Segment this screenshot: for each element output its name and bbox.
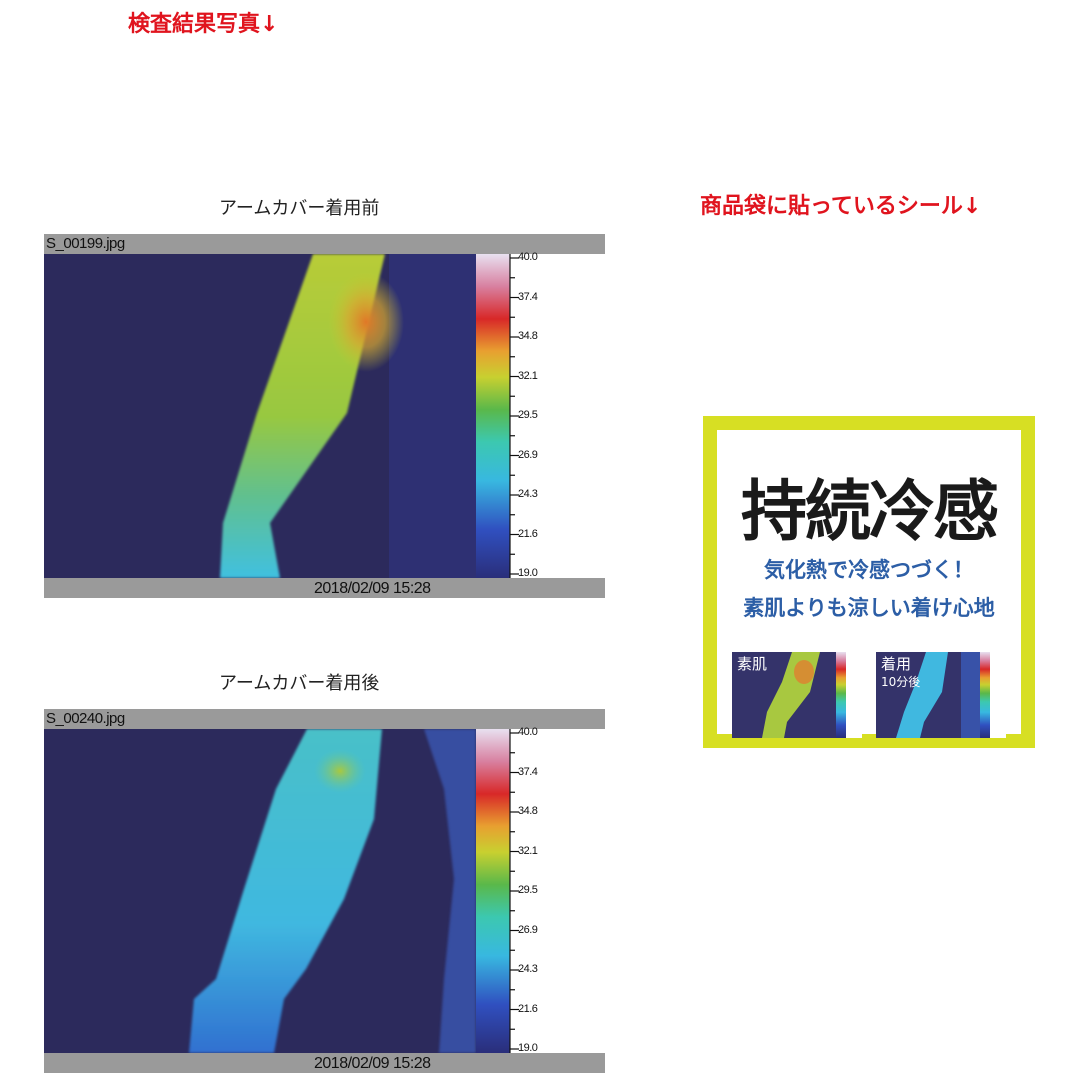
cool-surface: [389, 254, 476, 578]
thumb-label-sub: 10分後: [881, 675, 921, 689]
timestamp: 2018/02/09 15:28: [314, 1055, 431, 1072]
thermal-image: 40.0 37.4 34.8 32.1 29.5 26.9 24.3 21.6 19.0: [44, 251, 605, 579]
scale-tick-label: 40.0: [518, 251, 538, 263]
scale-tick-label: 19.0: [518, 567, 538, 579]
thermal-image-graphic: [44, 729, 519, 1053]
scale-tick-label: 37.4: [518, 290, 538, 303]
scale-tick-label: 32.1: [518, 369, 538, 382]
scale-tick-label: 29.5: [518, 884, 538, 896]
scale-tick-label: 19.0: [518, 1042, 538, 1054]
scale-tick-label: 40.0: [518, 726, 538, 738]
scale-tick-label: 34.8: [518, 805, 538, 817]
scale-tick-label: 24.3: [518, 488, 538, 500]
scale-tick-label: 24.3: [518, 963, 538, 975]
scale-tick-label: 29.5: [518, 409, 538, 421]
product-sticker: 持続冷感 気化熱で冷感つづく！ 素肌よりも涼しい着け心地 素肌 着用 10分後: [703, 416, 1035, 748]
scale-tick-label: 21.6: [518, 1002, 538, 1015]
timestamp-bar: 2018/02/09 15:28: [44, 1053, 605, 1073]
filename-bar: S_00240.jpg: [44, 709, 605, 729]
thermal-panel-before: S_00199.jpg 40.0 37.4 34.8 32.1 29.5 26.9 24.3…: [44, 234, 605, 598]
filename: S_00199.jpg: [46, 235, 125, 252]
thumbnail-after-wear: 着用 10分後: [876, 652, 1006, 738]
hot-spot: [328, 272, 404, 372]
filename: S_00240.jpg: [46, 710, 125, 727]
scale-tick-label: 37.4: [518, 765, 538, 778]
scale-tick-label: 21.6: [518, 527, 538, 540]
scale-tick-label: 26.9: [518, 923, 538, 936]
thermal-image-graphic: [44, 254, 519, 578]
thumbnail-bare-skin: 素肌: [732, 652, 862, 738]
panel-caption-before: アームカバー着用前: [219, 198, 380, 219]
sticker-heading: 商品袋に貼っているシール↓: [700, 194, 982, 219]
sticker-line-1: 気化熱で冷感つづく！: [764, 558, 974, 582]
thumb-label: 素肌: [737, 655, 768, 673]
results-heading: 検査結果写真↓: [128, 12, 279, 37]
scale-tick-label: 32.1: [518, 844, 538, 857]
body-shape: [424, 729, 476, 1053]
scale-tick-label: 26.9: [518, 448, 538, 461]
arm-shape: [189, 729, 382, 1053]
thumb-label-main: 着用: [881, 655, 912, 673]
thumb-label: 着用 10分後: [881, 656, 920, 691]
warm-spot: [314, 749, 366, 793]
color-scale-bar: [476, 254, 510, 578]
thermal-panel-after: S_00240.jpg 40.0 37.4 34.8 32.1 29.5 26.9 24.3…: [44, 709, 605, 1073]
color-scale-bar: [476, 729, 510, 1053]
timestamp: 2018/02/09 15:28: [314, 580, 431, 597]
timestamp-bar: 2018/02/09 15:28: [44, 578, 605, 598]
sticker-title: 持続冷感: [741, 473, 999, 550]
filename-bar: S_00199.jpg: [44, 234, 605, 254]
sticker-line-2: 素肌よりも涼しい着け心地: [743, 596, 995, 620]
scale-tick-label: 34.8: [518, 330, 538, 342]
panel-caption-after: アームカバー着用後: [219, 673, 380, 694]
thermal-image: 40.0 37.4 34.8 32.1 29.5 26.9 24.3 21.6 19.0: [44, 726, 605, 1054]
